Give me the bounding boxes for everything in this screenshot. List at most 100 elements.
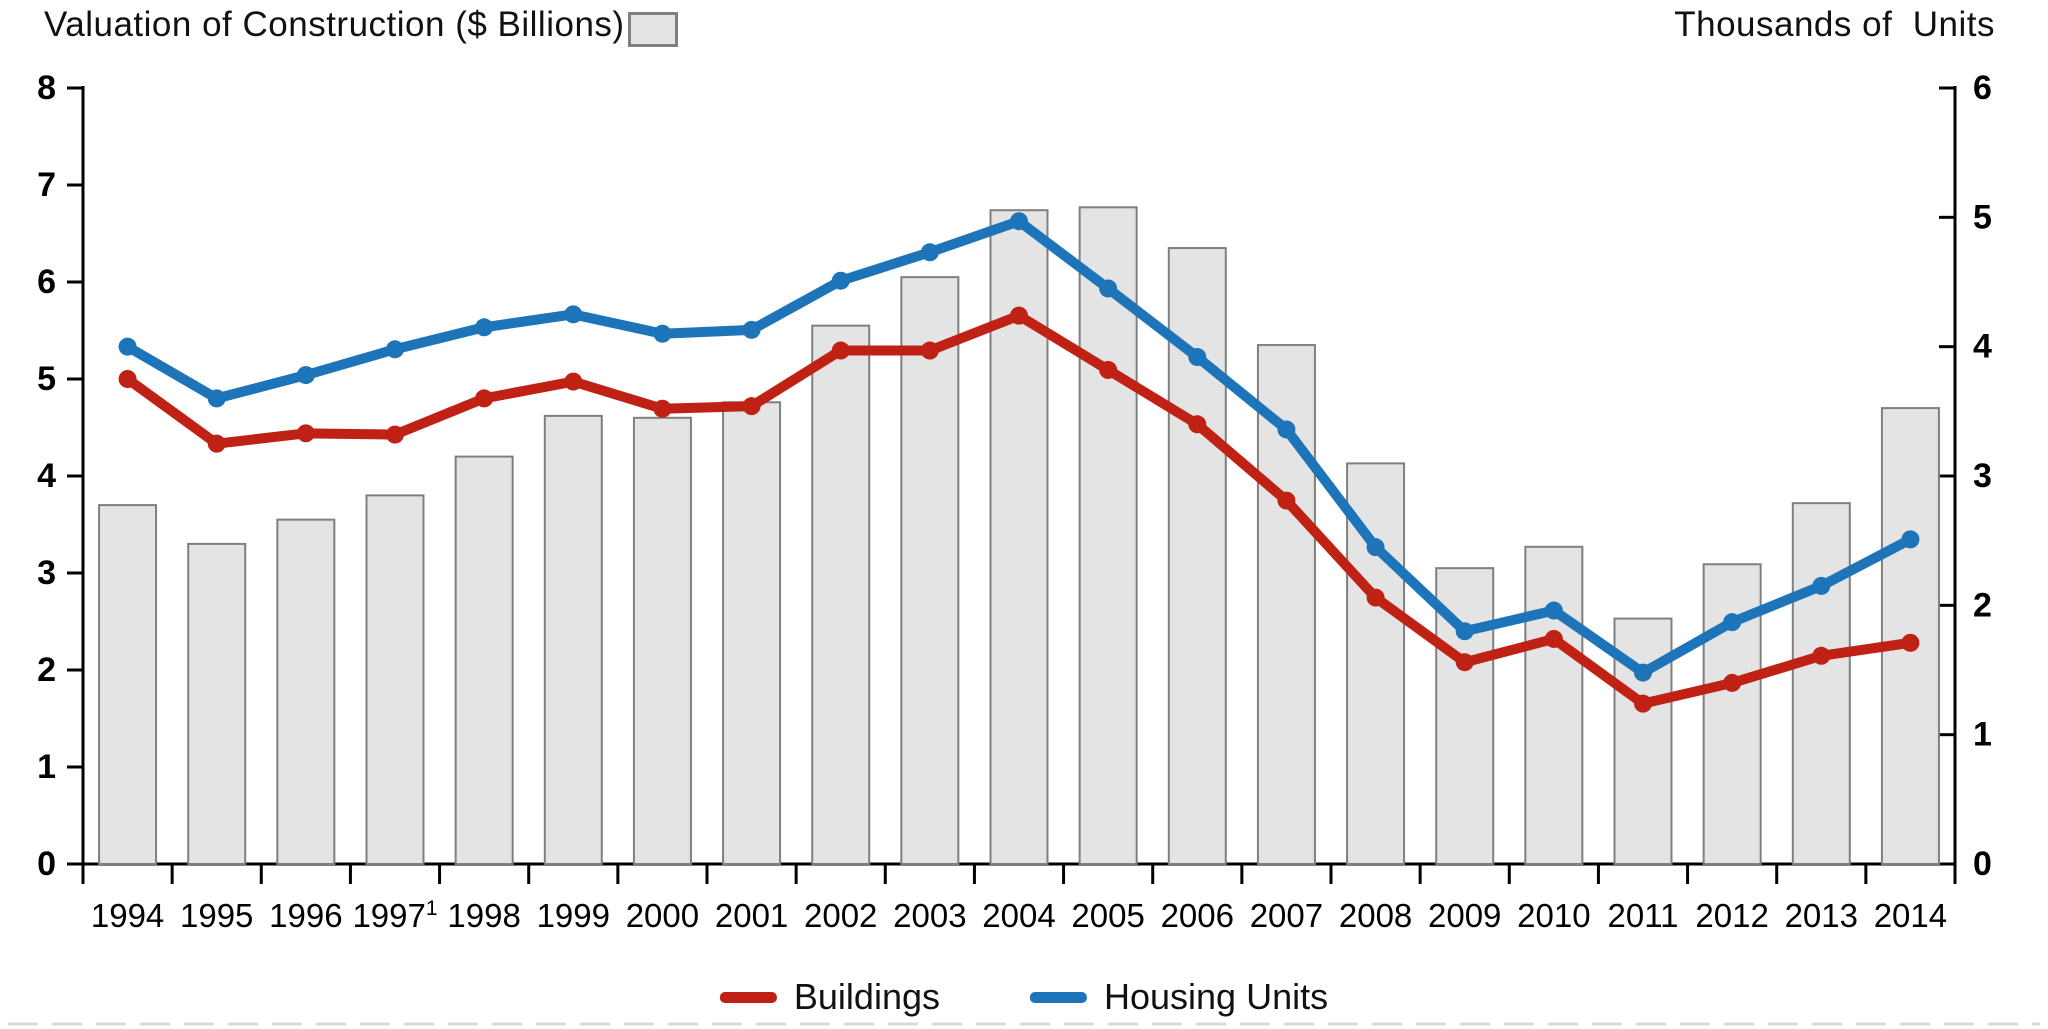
bar-2000 <box>632 416 692 865</box>
buildings-point-2011 <box>1634 694 1652 713</box>
x-axis-year-label: 2001 <box>715 897 788 934</box>
buildings-point-1994 <box>118 370 137 388</box>
housing-units-point-2010 <box>1544 601 1563 620</box>
x-axis-year-label: 2014 <box>1874 897 1947 934</box>
buildings-line-swatch <box>719 991 777 1003</box>
housing-units-point-2011 <box>1634 663 1652 682</box>
right-axis-title: Thousands of Units <box>1674 5 1995 44</box>
right-axis-tick-label: 0 <box>1973 845 1992 883</box>
housing-units-point-1999 <box>564 305 583 324</box>
legend-item-housing-units: Housing Units <box>1029 976 1329 1018</box>
bar-2001 <box>722 401 782 865</box>
x-axis-year-label: 2006 <box>1161 897 1234 934</box>
left-axis-tick-label: 7 <box>37 166 56 204</box>
housing-units-point-2006 <box>1188 348 1207 367</box>
x-axis-year-label: 2002 <box>804 897 877 934</box>
buildings-point-2005 <box>1099 360 1118 379</box>
bar-1998 <box>454 455 514 865</box>
x-axis-year-label: 1999 <box>537 897 610 934</box>
housing-units-point-2007 <box>1277 420 1296 439</box>
housing-units-point-2004 <box>1010 212 1028 231</box>
x-axis-year-label: 2013 <box>1785 897 1858 934</box>
housing-units-point-1998 <box>475 318 494 337</box>
housing-units-point-2013 <box>1812 576 1831 595</box>
right-axis-tick-label: 5 <box>1973 198 1992 236</box>
right-axis-tick-label: 3 <box>1973 457 1992 495</box>
housing-units-point-2003 <box>920 243 939 262</box>
left-axis-tick-label: 1 <box>37 748 56 786</box>
x-axis-year-label: 2010 <box>1517 897 1590 934</box>
right-axis-tick-label: 6 <box>1973 69 1992 107</box>
x-axis-year-label: 2009 <box>1428 897 1501 934</box>
buildings-point-1999 <box>564 372 583 391</box>
buildings-point-2009 <box>1455 653 1474 672</box>
x-axis-year-label: 2000 <box>626 897 699 934</box>
housing-units-point-1995 <box>207 389 226 408</box>
buildings-point-2004 <box>1010 306 1028 325</box>
bar-1996 <box>276 518 336 866</box>
left-axis-tick-label: 5 <box>37 360 56 398</box>
housing-units-point-2005 <box>1099 279 1118 298</box>
right-axis-tick-label: 4 <box>1973 328 1992 366</box>
buildings-point-2014 <box>1901 633 1920 652</box>
bar-2010 <box>1524 545 1584 865</box>
bar-2013 <box>1791 502 1851 865</box>
buildings-point-2012 <box>1723 673 1742 692</box>
x-axis-year-label: 2007 <box>1250 897 1323 934</box>
housing-units-point-2012 <box>1723 613 1742 632</box>
buildings-point-2003 <box>920 341 939 360</box>
x-axis-year-label: 2004 <box>982 897 1055 934</box>
bar-1994 <box>98 504 158 865</box>
right-axis-tick-label: 1 <box>1973 716 1992 754</box>
bar-1997 <box>365 494 425 865</box>
left-axis-tick-label: 2 <box>37 651 56 689</box>
buildings-point-1996 <box>296 424 315 443</box>
x-axis-year-label: 1998 <box>447 897 520 934</box>
housing-units-point-2000 <box>653 324 672 343</box>
bar-1999 <box>543 414 603 865</box>
buildings-point-2010 <box>1544 629 1563 648</box>
left-axis-tick-label: 8 <box>37 69 56 107</box>
bar-2003 <box>900 276 960 865</box>
x-axis-year-label: 1995 <box>180 897 253 934</box>
left-axis-tick-label: 3 <box>37 554 56 592</box>
buildings-point-2002 <box>831 341 850 360</box>
x-axis-year-label: 1996 <box>269 897 342 934</box>
x-axis-year-label: 2008 <box>1339 897 1412 934</box>
housing-units-point-1994 <box>118 337 137 356</box>
bar-2007 <box>1256 344 1316 865</box>
buildings-point-1995 <box>207 434 226 453</box>
housing-units-legend-label: Housing Units <box>1103 976 1329 1017</box>
housing-units-point-2002 <box>831 271 850 290</box>
right-axis-tick-label: 2 <box>1973 586 1992 624</box>
housing-units-point-2008 <box>1366 538 1385 557</box>
x-axis-year-label: 2005 <box>1071 897 1144 934</box>
x-axis-year-label: 2011 <box>1608 897 1679 934</box>
housing-units-point-1997 <box>386 340 404 359</box>
buildings-legend-label: Buildings <box>793 976 940 1017</box>
left-axis-tick-label: 0 <box>37 845 56 883</box>
bar-2005 <box>1078 206 1138 865</box>
housing-units-point-2014 <box>1901 530 1920 549</box>
housing-units-point-2009 <box>1455 622 1474 641</box>
buildings-point-2001 <box>742 397 761 416</box>
x-axis-year-label: 1994 <box>91 897 164 934</box>
bar-2002 <box>811 324 871 865</box>
bar-legend-swatch <box>628 12 678 47</box>
x-axis-year-label: 19971 <box>352 897 437 934</box>
buildings-point-1997 <box>386 425 404 444</box>
buildings-point-2007 <box>1277 491 1296 510</box>
buildings-point-1998 <box>475 389 494 408</box>
housing-units-point-1996 <box>296 366 315 385</box>
housing-units-point-2001 <box>742 320 761 339</box>
left-axis-tick-label: 6 <box>37 263 56 301</box>
buildings-point-2013 <box>1812 646 1831 665</box>
x-axis-year-label: 2003 <box>893 897 966 934</box>
bar-1995 <box>187 542 247 866</box>
buildings-point-2006 <box>1188 415 1207 434</box>
housing-units-line-swatch <box>1029 991 1087 1003</box>
chart-legend: Buildings Housing Units <box>719 976 1329 1018</box>
left-axis-title: Valuation of Construction ($ Billions) <box>44 5 625 44</box>
